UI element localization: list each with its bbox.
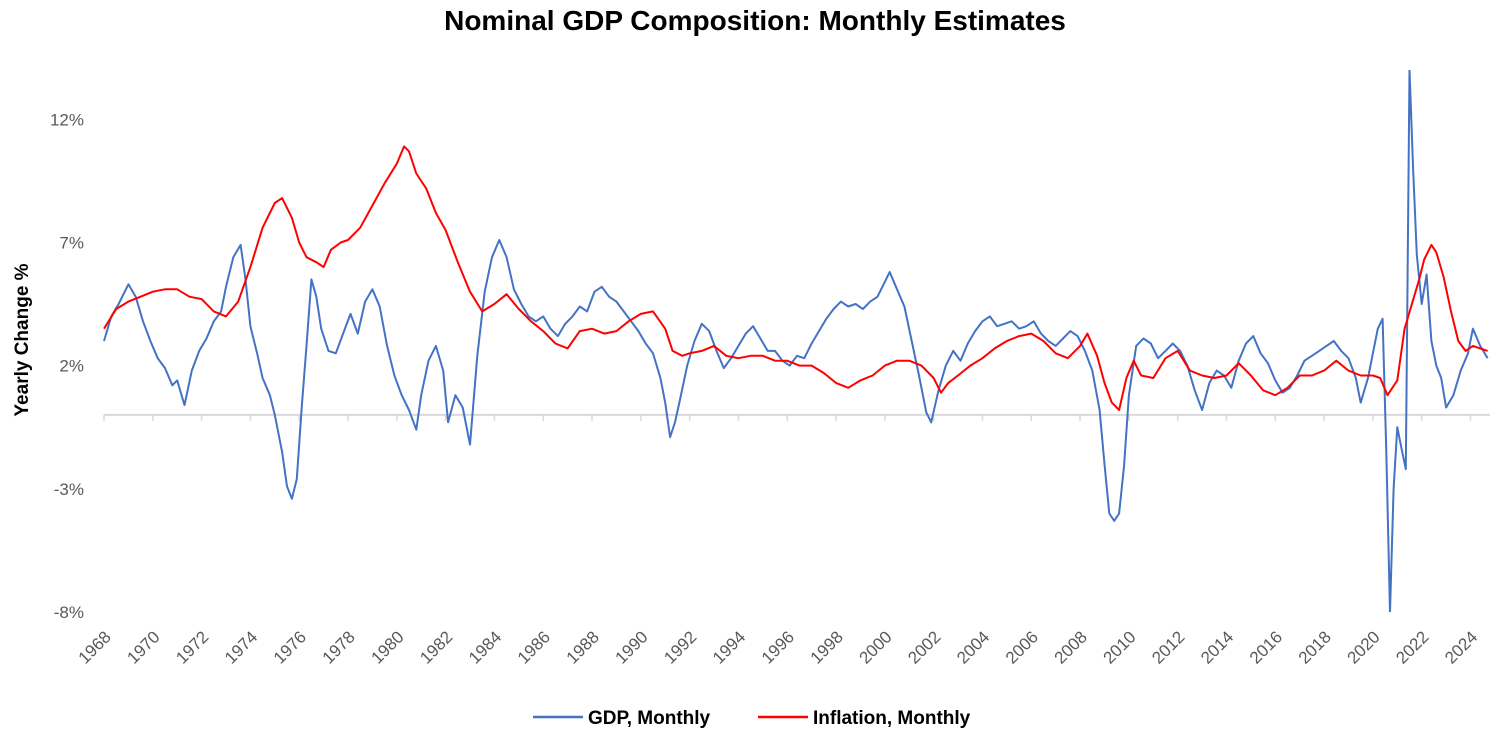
x-tick-label: 1988 bbox=[563, 627, 603, 667]
x-tick-label: 1976 bbox=[270, 627, 310, 667]
x-tick-label: 1992 bbox=[660, 627, 700, 667]
x-tick-label: 1994 bbox=[709, 627, 749, 667]
x-tick-label: 2008 bbox=[1051, 627, 1091, 667]
x-tick-label: 2016 bbox=[1246, 627, 1286, 667]
x-tick-label: 1972 bbox=[172, 627, 212, 667]
x-tick-label: 2020 bbox=[1344, 627, 1384, 667]
zero-axis bbox=[103, 413, 1490, 421]
x-tick-label: 2000 bbox=[855, 627, 895, 667]
x-tick-label: 1968 bbox=[75, 627, 115, 667]
legend-label-inflation: Inflation, Monthly bbox=[813, 708, 971, 729]
x-tick-label: 1974 bbox=[221, 627, 261, 667]
x-tick-label: 2006 bbox=[1002, 627, 1042, 667]
x-tick-label: 1998 bbox=[807, 627, 847, 667]
series-line-inflation bbox=[103, 145, 1488, 411]
y-axis-label: Yearly Change % bbox=[12, 263, 33, 416]
x-tick-label: 2018 bbox=[1295, 627, 1335, 667]
legend: GDP, Monthly Inflation, Monthly bbox=[533, 708, 971, 729]
chart-title: Nominal GDP Composition: Monthly Estimat… bbox=[444, 5, 1066, 36]
x-tick-label: 1980 bbox=[367, 627, 407, 667]
y-tick-label: 12% bbox=[50, 110, 84, 129]
x-tick-label: 2022 bbox=[1392, 627, 1432, 667]
x-tick-label: 1990 bbox=[611, 627, 651, 667]
x-tick-label: 2002 bbox=[904, 627, 944, 667]
y-tick-label: 7% bbox=[59, 233, 84, 252]
x-tick-label: 1978 bbox=[319, 627, 359, 667]
x-tick-labels: 1968 1970 1972 1974 1976 1978 1980 1982 1984 1986… bbox=[75, 627, 1482, 667]
x-tick-label: 2024 bbox=[1441, 627, 1481, 667]
x-tick-label: 1970 bbox=[123, 627, 163, 667]
y-tick-label: -8% bbox=[54, 603, 84, 622]
x-tick-label: 2004 bbox=[953, 627, 993, 667]
series-layer bbox=[103, 70, 1489, 612]
x-tick-label: 2012 bbox=[1148, 627, 1188, 667]
x-tick-label: 1984 bbox=[465, 627, 505, 667]
series-line-gdp bbox=[103, 70, 1489, 612]
y-tick-label: 2% bbox=[59, 357, 84, 376]
x-tick-label: 1982 bbox=[416, 627, 456, 667]
legend-label-gdp: GDP, Monthly bbox=[588, 708, 711, 729]
x-tick-label: 2014 bbox=[1197, 627, 1237, 667]
y-tick-label: -3% bbox=[54, 480, 84, 499]
x-tick-label: 2010 bbox=[1100, 627, 1140, 667]
x-tick-label: 1996 bbox=[758, 627, 798, 667]
x-tick-label: 1986 bbox=[514, 627, 554, 667]
y-tick-labels: 12% 7% 2% -3% -8% bbox=[50, 110, 84, 622]
